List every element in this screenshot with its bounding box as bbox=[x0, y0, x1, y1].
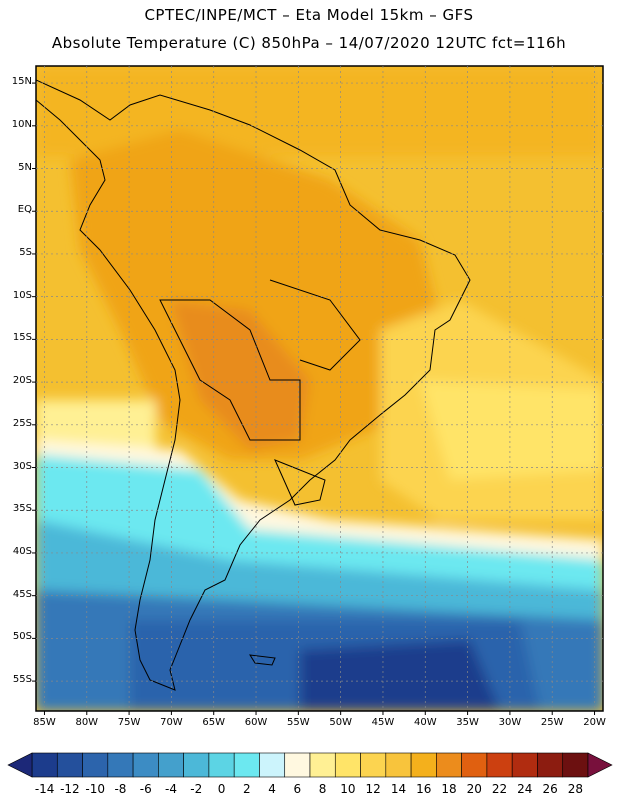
lat-label: 5S bbox=[19, 246, 32, 258]
lon-label: 50W bbox=[329, 717, 352, 728]
lon-label: 20W bbox=[583, 717, 606, 728]
lat-label: 30S bbox=[12, 460, 32, 472]
map-frame bbox=[35, 65, 604, 712]
colorbar-label: -8 bbox=[114, 782, 127, 796]
lon-label: 55W bbox=[287, 717, 310, 728]
lon-label: 70W bbox=[160, 717, 183, 728]
colorbar-swatch bbox=[461, 752, 488, 778]
lat-label: 20S bbox=[12, 375, 32, 387]
lon-label: 30W bbox=[498, 717, 522, 728]
colorbar-swatch bbox=[132, 752, 159, 778]
colorbar-swatch bbox=[158, 752, 184, 778]
colorbar-label: 0 bbox=[217, 782, 226, 796]
colorbar-swatch bbox=[208, 752, 235, 778]
colorbar-label: 12 bbox=[365, 782, 381, 796]
colorbar-swatch bbox=[334, 752, 361, 778]
colorbar-label: 8 bbox=[318, 782, 327, 796]
colorbar-label: 10 bbox=[340, 782, 356, 796]
colorbar-swatch bbox=[56, 752, 83, 778]
lat-label: 15S bbox=[12, 332, 32, 344]
colorbar-swatch bbox=[107, 752, 134, 778]
colorbar-label: -2 bbox=[190, 782, 203, 796]
colorbar-swatch bbox=[410, 752, 437, 778]
colorbar-label: -12 bbox=[60, 782, 80, 796]
lon-label: 80W bbox=[75, 717, 99, 728]
lat-label: 50S bbox=[12, 631, 32, 643]
colorbar-swatch bbox=[82, 752, 109, 778]
lon-label: 35W bbox=[456, 717, 479, 728]
lon-label: 25W bbox=[540, 717, 564, 728]
colorbar-swatch bbox=[511, 752, 538, 778]
lon-label: 85W bbox=[33, 717, 56, 728]
colorbar-swatch bbox=[259, 752, 286, 778]
colorbar-label: 20 bbox=[466, 782, 482, 796]
lat-label: 25S bbox=[12, 417, 32, 429]
lat-label: EQ bbox=[17, 204, 32, 216]
colorbar-label: 26 bbox=[542, 782, 558, 796]
axis-ticks bbox=[32, 82, 596, 715]
lat-label: 55S bbox=[12, 674, 32, 686]
lat-label: 10S bbox=[12, 289, 32, 301]
lat-label: 40S bbox=[12, 545, 32, 557]
colorbar-label: 4 bbox=[268, 782, 276, 796]
colorbar-swatch bbox=[385, 752, 412, 778]
lon-label: 75W bbox=[117, 717, 141, 728]
lat-label: 15N bbox=[11, 76, 32, 88]
colorbar-swatch bbox=[562, 752, 589, 778]
colorbar-label: -10 bbox=[85, 782, 105, 796]
colorbar-label: -4 bbox=[165, 782, 177, 796]
lon-label: 45W bbox=[371, 717, 395, 728]
colorbar-label: 22 bbox=[491, 782, 508, 796]
colorbar-swatch bbox=[183, 752, 210, 778]
colorbar-low-arrow bbox=[7, 752, 33, 778]
colorbar-label: 6 bbox=[293, 782, 302, 796]
colorbar-swatch bbox=[486, 752, 513, 778]
lat-label: 10N bbox=[11, 118, 32, 130]
lat-label: 45S bbox=[12, 588, 32, 600]
colorbar-swatch bbox=[309, 752, 336, 778]
colorbar-label: 16 bbox=[416, 782, 432, 796]
colorbar-label: -14 bbox=[34, 782, 55, 796]
colorbar bbox=[7, 752, 613, 778]
lon-label: 65W bbox=[202, 717, 226, 728]
colorbar-high-arrow bbox=[587, 752, 613, 778]
colorbar-label: 28 bbox=[567, 782, 583, 796]
colorbar-swatch bbox=[537, 752, 564, 778]
lat-label: 35S bbox=[12, 503, 32, 515]
map-title-line1: CPTEC/INPE/MCT – Eta Model 15km – GFS bbox=[144, 6, 474, 24]
colorbar-label: -6 bbox=[139, 782, 152, 796]
colorbar-swatch bbox=[436, 752, 462, 778]
colorbar-label: 24 bbox=[517, 782, 533, 796]
lon-label: 40W bbox=[413, 717, 437, 728]
continent-outline bbox=[36, 79, 471, 691]
map-title-line2: Absolute Temperature (C) 850hPa – 14/07/… bbox=[51, 34, 567, 52]
colorbar-swatch bbox=[284, 752, 311, 778]
colorbar-label: 14 bbox=[390, 782, 407, 796]
colorbar-swatch bbox=[233, 752, 260, 778]
lat-label: 5N bbox=[18, 161, 32, 173]
colorbar-label: 2 bbox=[242, 782, 251, 796]
colorbar-swatch bbox=[360, 752, 387, 778]
temperature-field bbox=[36, 66, 603, 711]
lon-label: 60W bbox=[244, 717, 268, 728]
colorbar-label: 18 bbox=[441, 782, 457, 796]
colorbar-swatch bbox=[31, 752, 58, 778]
